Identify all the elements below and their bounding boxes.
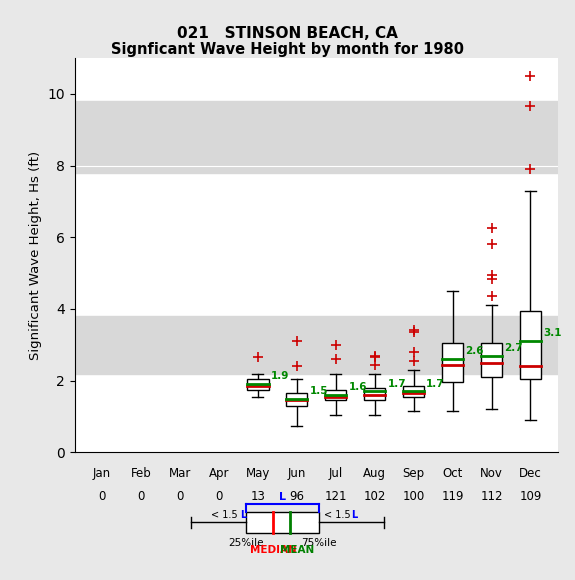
Text: 0: 0 [176, 490, 183, 503]
Text: Jan: Jan [93, 467, 111, 480]
Bar [403, 386, 424, 397]
Text: L: L [240, 510, 247, 520]
Text: MEDIAN: MEDIAN [250, 545, 296, 555]
Bar [325, 390, 347, 400]
Text: Oct: Oct [442, 467, 463, 480]
Bar [520, 311, 541, 379]
Text: May: May [246, 467, 270, 480]
Text: Dec: Dec [519, 467, 542, 480]
Text: Aug: Aug [363, 467, 386, 480]
Text: L: L [279, 492, 286, 502]
Text: Nov: Nov [480, 467, 503, 480]
Text: 100: 100 [402, 490, 425, 503]
Bar [75, 316, 558, 374]
Text: 1.5: 1.5 [309, 386, 328, 396]
Text: L: L [351, 510, 358, 520]
Text: Sep: Sep [402, 467, 425, 480]
Text: 0: 0 [137, 490, 145, 503]
Text: 021   STINSON BEACH, CA: 021 STINSON BEACH, CA [177, 26, 398, 41]
Text: 3.1: 3.1 [543, 328, 562, 338]
Bar [247, 512, 319, 534]
Bar [481, 343, 502, 377]
Bar [75, 101, 558, 173]
Y-axis label: Significant Wave Height, Hs (ft): Significant Wave Height, Hs (ft) [29, 151, 42, 360]
Text: 121: 121 [324, 490, 347, 503]
Text: < 1.5: < 1.5 [212, 510, 241, 520]
Text: 1.7: 1.7 [426, 379, 445, 389]
Text: 1.7: 1.7 [388, 379, 406, 389]
Text: 1.6: 1.6 [348, 382, 367, 392]
Text: < 1.5: < 1.5 [324, 510, 354, 520]
Text: 2.7: 2.7 [504, 343, 523, 353]
Text: 0: 0 [215, 490, 223, 503]
Text: 2.6: 2.6 [465, 346, 484, 356]
Text: Signficant Wave Height by month for 1980: Signficant Wave Height by month for 1980 [111, 42, 464, 57]
Text: 112: 112 [480, 490, 503, 503]
Text: 13: 13 [250, 490, 265, 503]
Text: 25%ile: 25%ile [229, 538, 264, 548]
Text: Jul: Jul [328, 467, 343, 480]
Bar [442, 343, 463, 382]
Text: 119: 119 [442, 490, 464, 503]
Text: MEAN: MEAN [280, 545, 315, 555]
Text: 109: 109 [519, 490, 542, 503]
Bar [286, 393, 308, 406]
Bar [247, 379, 269, 390]
Text: Apr: Apr [209, 467, 229, 480]
Text: 96: 96 [289, 490, 304, 503]
Text: 1.9: 1.9 [270, 371, 289, 382]
Text: Mar: Mar [168, 467, 191, 480]
Text: 102: 102 [363, 490, 386, 503]
Bar [364, 388, 385, 400]
Text: 75%ile: 75%ile [301, 538, 336, 548]
Text: Feb: Feb [131, 467, 151, 480]
Text: 0: 0 [98, 490, 106, 503]
Text: Jun: Jun [288, 467, 306, 480]
